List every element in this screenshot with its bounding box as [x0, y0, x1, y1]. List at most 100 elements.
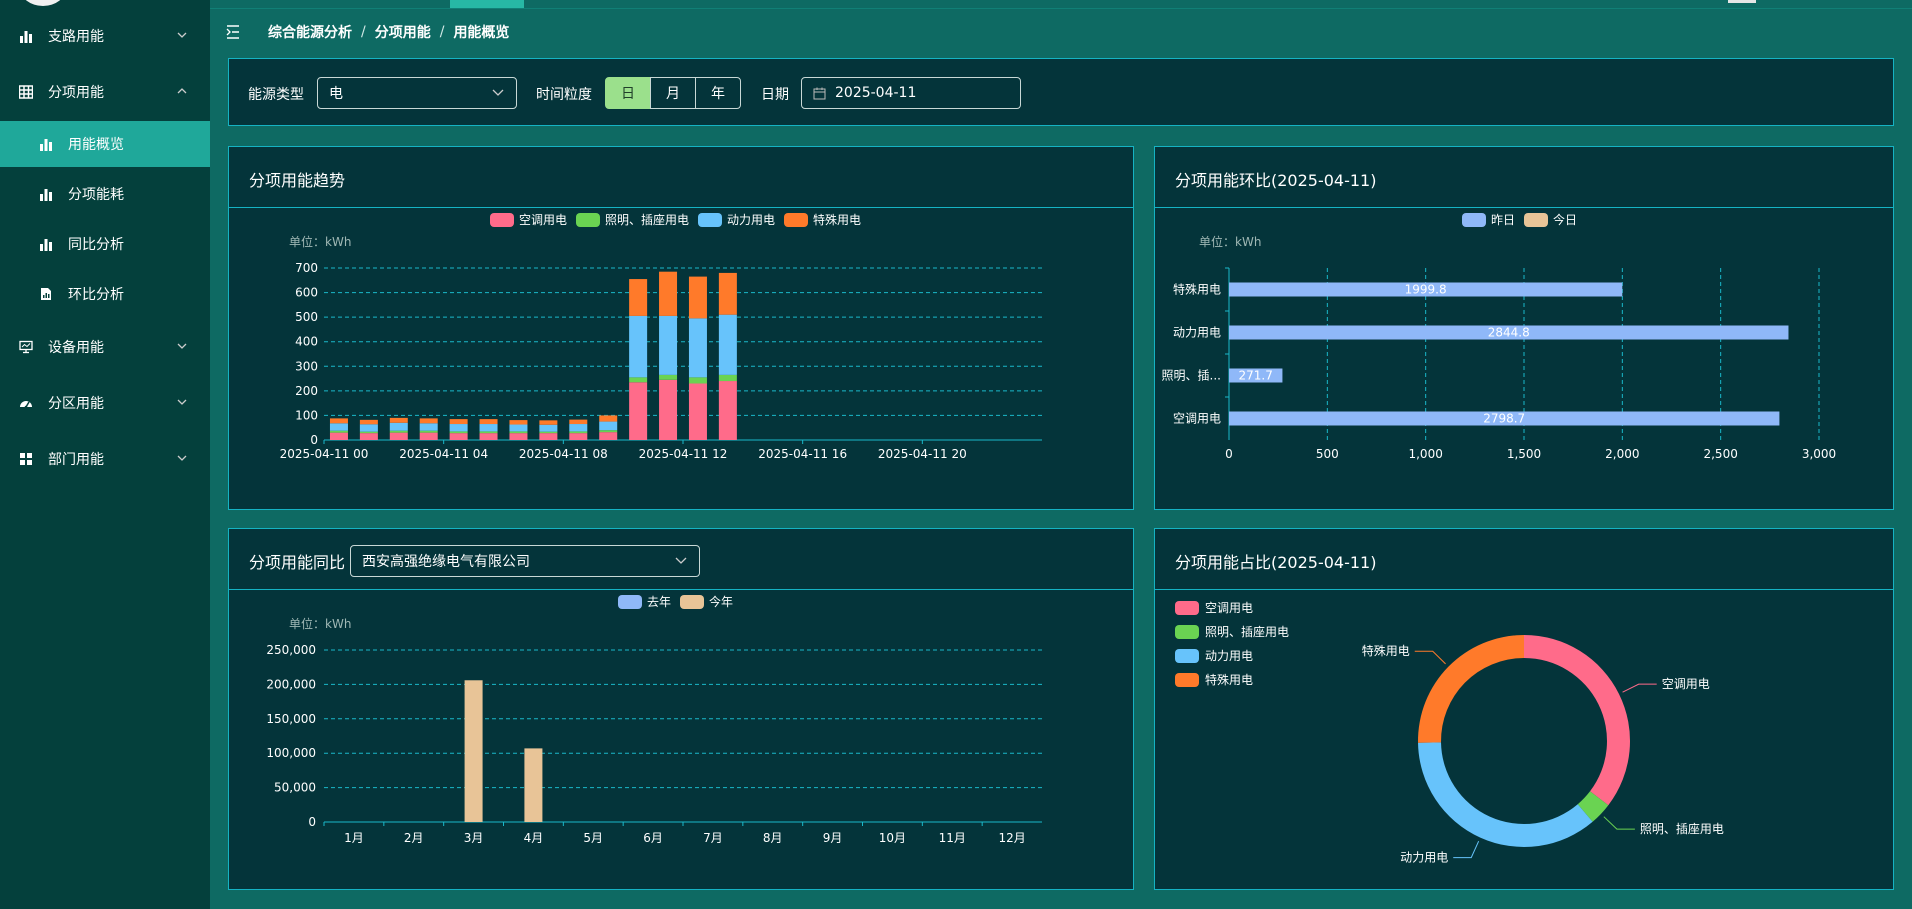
legend-label: 空调用电 — [1205, 601, 1253, 615]
share-title: 分项用能占比(2025-04-11) — [1175, 553, 1377, 572]
y-tick-label: 特殊用电 — [1173, 282, 1221, 297]
trend-bar-segment — [599, 432, 618, 440]
trend-bar-segment — [479, 431, 498, 434]
trend-bar-segment — [629, 315, 648, 378]
x-tick-label: 10月 — [879, 831, 906, 845]
panel-divider — [1155, 589, 1893, 590]
donut-slice — [1418, 635, 1524, 743]
breadcrumb-item[interactable]: 分项用能 — [374, 25, 431, 41]
legend-label: 今日 — [1553, 212, 1577, 227]
legend-swatch — [1175, 601, 1199, 615]
calendar-icon — [813, 87, 826, 99]
trend-bar-segment — [659, 374, 678, 380]
legend-swatch — [680, 595, 704, 609]
trend-bar-segment — [539, 424, 558, 432]
y-tick-label: 0 — [308, 815, 316, 829]
sidebar-item-itemized-energy[interactable]: 分项用能 — [0, 67, 210, 117]
unit-label: 单位：kWh — [289, 616, 351, 631]
panel-divider — [1155, 207, 1893, 208]
y-tick-label: 150,000 — [266, 712, 316, 726]
sidebar-item-label: 分区用能 — [48, 396, 104, 412]
data-label: 271.7 — [1239, 369, 1273, 383]
sidebar-item-label: 分项用能 — [48, 85, 104, 101]
legend-label: 特殊用电 — [1205, 672, 1253, 687]
bar-chart-icon — [38, 136, 54, 152]
x-tick-label: 3月 — [464, 831, 484, 845]
trend-bar-segment — [359, 431, 378, 434]
date-picker-input[interactable]: 2025-04-11 — [801, 77, 1021, 109]
sidebar-item-branch-energy[interactable]: 支路用能 — [0, 11, 210, 61]
trend-bar-segment — [659, 379, 678, 440]
trend-bar-segment — [599, 415, 618, 422]
trend-bar-segment — [599, 421, 618, 431]
bar-chart-icon — [18, 28, 34, 44]
trend-bar-segment — [569, 419, 588, 425]
header-button-stub — [1728, 0, 1756, 3]
label-leader-line — [1453, 841, 1480, 859]
legend-swatch — [1175, 649, 1199, 663]
y-tick-label: 500 — [295, 310, 318, 324]
breadcrumb: 综合能源分析 / 分项用能 / 用能概览 — [268, 20, 509, 44]
x-tick-label: 2025-04-11 04 — [399, 447, 488, 461]
x-tick-label: 500 — [1316, 447, 1339, 461]
sidebar-item-device-energy[interactable]: 设备用能 — [0, 322, 210, 372]
unit-label: 单位：kWh — [289, 234, 351, 249]
sidebar-item-zone-energy[interactable]: 分区用能 — [0, 378, 210, 428]
energy-type-select[interactable]: 电 — [317, 77, 517, 109]
trend-bar-segment — [509, 420, 528, 425]
data-label: 2844.8 — [1488, 326, 1530, 340]
trend-bar-segment — [419, 430, 438, 433]
granularity-day-button[interactable]: 日 — [605, 77, 651, 109]
granularity-month-button[interactable]: 月 — [650, 77, 696, 109]
legend-label: 昨日 — [1491, 213, 1515, 227]
granularity-year-button[interactable]: 年 — [695, 77, 741, 109]
trend-bar-segment — [718, 314, 737, 375]
monitor-icon — [18, 339, 34, 355]
y-tick-label: 250,000 — [266, 643, 316, 657]
chevron-down-icon — [675, 557, 687, 564]
trend-bar-segment — [449, 431, 468, 434]
sidebar: 支路用能 分项用能 用能概览 分项能耗 同比分析 环比分析 — [0, 0, 210, 909]
y-tick-label: 动力用电 — [1173, 326, 1221, 340]
x-tick-label: 11月 — [939, 831, 966, 845]
x-tick-label: 7月 — [703, 831, 723, 845]
trend-bar-segment — [509, 431, 528, 434]
donut-slice — [1577, 791, 1609, 822]
x-tick-label: 2025-04-11 08 — [519, 447, 608, 461]
bar-chart-icon — [38, 236, 54, 252]
trend-bar-segment — [539, 420, 558, 425]
breadcrumb-item[interactable]: 综合能源分析 — [268, 25, 352, 41]
y-tick-label: 0 — [310, 433, 318, 447]
table-grid-icon — [18, 84, 34, 100]
label-leader-line — [1414, 650, 1446, 665]
bar-chart-icon — [38, 186, 54, 202]
donut-slice — [1524, 635, 1630, 806]
legend-swatch — [618, 595, 642, 609]
header-divider — [210, 8, 1912, 9]
sidebar-subitem-consumption[interactable]: 分项能耗 — [0, 171, 210, 217]
legend-label: 照明、插座用电 — [1205, 624, 1289, 639]
sidebar-subitem-label: 用能概览 — [68, 137, 124, 153]
mom-bar — [1229, 368, 1283, 383]
legend-swatch — [698, 213, 722, 227]
menu-fold-icon[interactable] — [226, 24, 244, 40]
sidebar-subitem-mom[interactable]: 环比分析 — [0, 271, 210, 317]
unit-label: 单位：kWh — [1199, 234, 1261, 249]
chevron-down-icon — [492, 89, 504, 96]
legend-label: 动力用电 — [1205, 649, 1253, 663]
trend-bar-segment — [629, 279, 648, 316]
sidebar-subitem-overview[interactable]: 用能概览 — [0, 121, 210, 167]
company-select[interactable]: 西安高强绝缘电气有限公司 — [350, 545, 700, 577]
sidebar-item-dept-energy[interactable]: 部门用能 — [0, 434, 210, 484]
sidebar-subitem-yoy[interactable]: 同比分析 — [0, 221, 210, 267]
trend-bar-segment — [629, 377, 648, 383]
legend-swatch — [1175, 625, 1199, 639]
trend-bar-segment — [359, 419, 378, 425]
trend-bar-segment — [688, 383, 707, 440]
label-leader-line — [1603, 816, 1635, 830]
yoy-title: 分项用能同比 — [249, 553, 346, 572]
breadcrumb-separator: / — [439, 24, 445, 40]
x-tick-label: 1月 — [344, 831, 364, 845]
trend-bar-segment — [389, 417, 408, 423]
